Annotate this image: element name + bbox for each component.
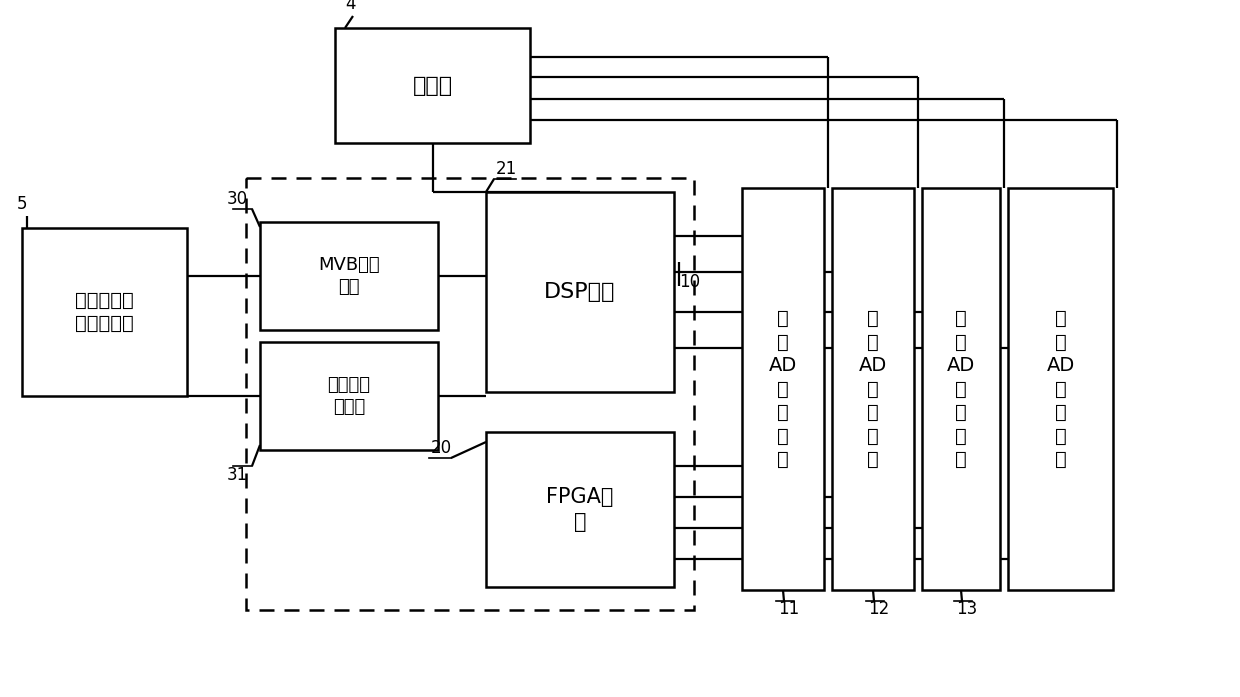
Text: DSP模块: DSP模块 — [544, 282, 616, 302]
Text: 第
四
AD
采
样
电
路: 第 四 AD 采 样 电 路 — [1047, 309, 1075, 469]
Bar — [923, 188, 999, 590]
Bar — [246, 178, 694, 610]
Text: 列供柜: 列供柜 — [413, 75, 453, 95]
Bar — [260, 222, 438, 330]
Text: 第
三
AD
采
样
电
路: 第 三 AD 采 样 电 路 — [947, 309, 975, 469]
Bar — [742, 188, 825, 590]
Text: 20: 20 — [432, 439, 453, 457]
Text: 第
二
AD
采
样
电
路: 第 二 AD 采 样 电 路 — [859, 309, 887, 469]
Text: 30: 30 — [227, 190, 248, 208]
Text: MVB通信
单元: MVB通信 单元 — [319, 256, 379, 296]
Text: FPGA模
块: FPGA模 块 — [547, 487, 614, 532]
Text: 10: 10 — [680, 273, 701, 291]
Bar — [335, 28, 529, 143]
Bar — [1008, 188, 1114, 590]
Text: 21: 21 — [496, 160, 517, 178]
Bar — [486, 432, 675, 587]
Text: 以太网通
信单元: 以太网通 信单元 — [327, 376, 371, 416]
Text: 机车中央网
络反馈单元: 机车中央网 络反馈单元 — [76, 291, 134, 333]
Text: 5: 5 — [17, 195, 27, 213]
Bar — [22, 228, 187, 396]
Bar — [260, 342, 438, 450]
Bar — [832, 188, 914, 590]
Text: 4: 4 — [345, 0, 356, 13]
Text: 31: 31 — [227, 466, 248, 484]
Text: 13: 13 — [956, 600, 977, 618]
Bar — [486, 192, 675, 392]
Text: 11: 11 — [777, 600, 800, 618]
Text: 12: 12 — [868, 600, 889, 618]
Text: 第
一
AD
采
样
电
路: 第 一 AD 采 样 电 路 — [769, 309, 797, 469]
